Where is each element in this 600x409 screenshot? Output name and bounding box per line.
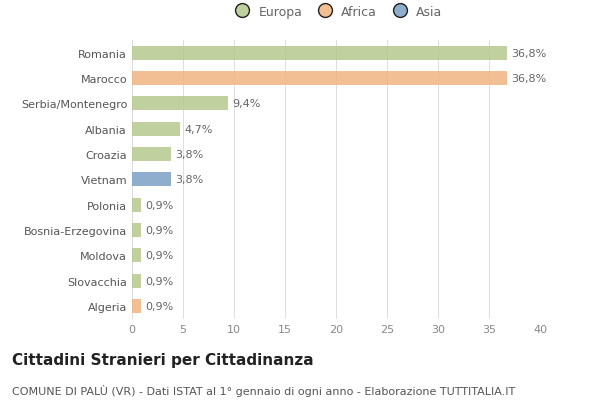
Text: 36,8%: 36,8% [511, 74, 547, 84]
Bar [132, 173, 171, 187]
Bar [132, 122, 180, 136]
Text: 0,9%: 0,9% [145, 251, 173, 261]
Text: 3,8%: 3,8% [175, 175, 203, 185]
Bar [132, 72, 508, 86]
Bar [132, 249, 141, 263]
Legend: Europa, Africa, Asia: Europa, Africa, Asia [225, 0, 447, 24]
Bar [132, 47, 508, 61]
Bar [132, 224, 141, 238]
Text: 0,9%: 0,9% [145, 225, 173, 236]
Bar [132, 97, 228, 111]
Bar [132, 299, 141, 313]
Bar [132, 198, 141, 212]
Text: 4,7%: 4,7% [184, 124, 212, 135]
Text: COMUNE DI PALÙ (VR) - Dati ISTAT al 1° gennaio di ogni anno - Elaborazione TUTTI: COMUNE DI PALÙ (VR) - Dati ISTAT al 1° g… [12, 384, 515, 396]
Text: 36,8%: 36,8% [511, 49, 547, 58]
Text: 0,9%: 0,9% [145, 301, 173, 311]
Text: Cittadini Stranieri per Cittadinanza: Cittadini Stranieri per Cittadinanza [12, 352, 314, 367]
Text: 3,8%: 3,8% [175, 150, 203, 160]
Text: 0,9%: 0,9% [145, 200, 173, 210]
Text: 9,4%: 9,4% [232, 99, 260, 109]
Bar [132, 148, 171, 162]
Bar [132, 274, 141, 288]
Text: 0,9%: 0,9% [145, 276, 173, 286]
